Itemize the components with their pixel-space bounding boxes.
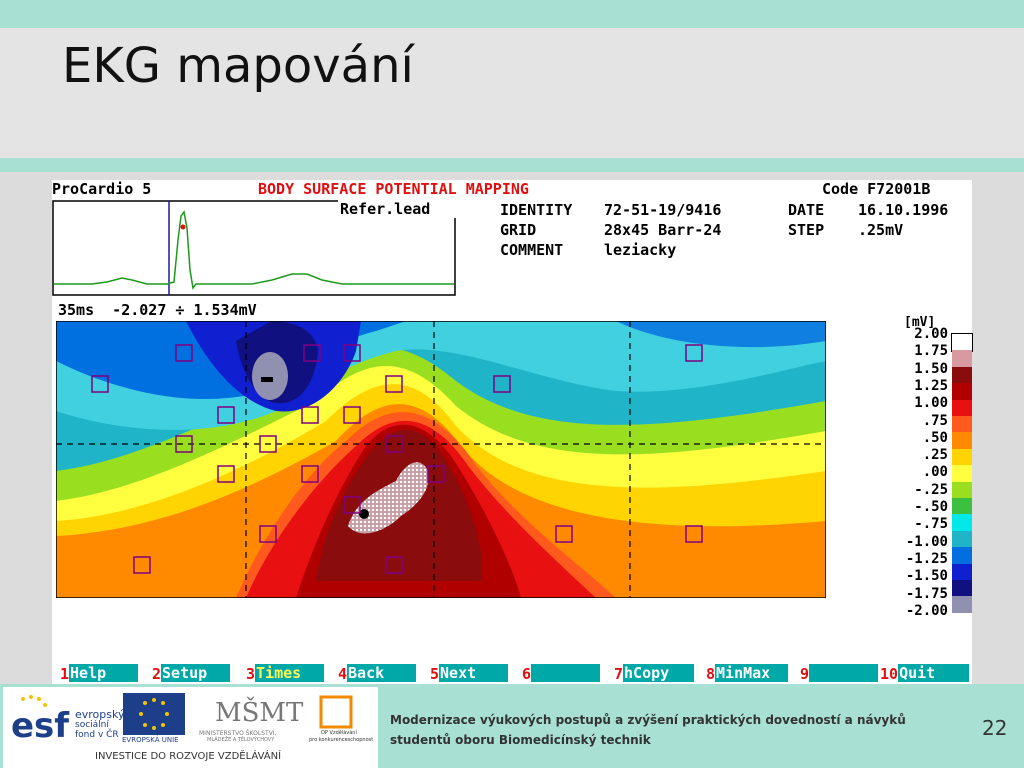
identity-label: IDENTITY: [500, 201, 573, 219]
legend-swatch: [952, 514, 972, 532]
cursor-point: [180, 224, 186, 230]
fkey-6[interactable]: 6: [522, 664, 601, 684]
op-logo-mark: [319, 695, 353, 729]
ref-panel-frame: [52, 200, 456, 296]
legend-label: .50: [922, 429, 948, 446]
electrode-markers: [91, 344, 703, 574]
legend-label: -1.25: [905, 550, 948, 567]
legend-swatch: [952, 481, 972, 499]
fkey-3[interactable]: 3Times: [246, 664, 325, 684]
legend-swatch: [952, 596, 972, 614]
record-code: Code F72001B: [822, 180, 931, 198]
reference-lead-panel: Refer.lead: [52, 200, 456, 296]
legend-swatch: [952, 580, 972, 597]
legend-label: -1.00: [905, 533, 948, 550]
legend-label: 2.00: [914, 326, 948, 342]
legend-swatch: [952, 465, 972, 483]
logo-strip: esf MŠMT evropský sociální fond v ČR EVR…: [3, 687, 378, 768]
esf-logo-mark: esf: [11, 706, 70, 746]
footer-text: Modernizace výukových postupů a zvýšení …: [390, 710, 950, 750]
legend-swatch: [951, 333, 973, 352]
legend-swatch: [952, 432, 972, 450]
footer-line-2: studentů oboru Biomedicínský technik: [390, 733, 651, 747]
step-value: .25mV: [858, 221, 904, 239]
legend-swatch: [952, 547, 972, 565]
ref-lead-label: Refer.lead: [340, 200, 431, 218]
esf-text-3: fond v ČR: [75, 730, 119, 740]
app-name: ProCardio 5: [52, 180, 152, 198]
legend-unit: [mV]: [904, 315, 936, 330]
msmt-text-2: MLÁDEŽE A TĚLOVÝCHOVY: [207, 737, 275, 743]
esf-stars: [21, 695, 47, 707]
legend-swatch: [952, 399, 972, 417]
legend-label: -.50: [914, 499, 948, 515]
color-scale-legend: [mV] 2.00 1.75 1.50 1.25 1.00.75.50.25.00 -.2…: [884, 315, 974, 623]
fkey-1[interactable]: 1Help: [60, 664, 139, 684]
min-marker: [261, 377, 273, 382]
eu-stars: [139, 698, 169, 730]
legend-label: -1.50: [905, 568, 948, 585]
top-accent-bar: [0, 0, 1024, 28]
potential-map: [55, 320, 827, 599]
legend-swatch: [952, 498, 972, 515]
date-label: DATE: [788, 201, 825, 219]
fkey-2[interactable]: 2Setup: [152, 664, 231, 684]
identity-value: 72-51-19/9416: [604, 201, 722, 219]
legend-label: -2.00: [905, 602, 948, 619]
legend-swatch: [952, 366, 972, 384]
legend-label: 1.00: [914, 395, 948, 412]
slide-title: EKG mapování: [62, 38, 414, 94]
fkey-9[interactable]: 9: [800, 664, 879, 684]
date-value: 16.10.1996: [858, 201, 949, 219]
comment-label: COMMENT: [500, 241, 564, 259]
step-label: STEP: [788, 221, 825, 239]
fkey-10[interactable]: 10Quit: [880, 664, 970, 684]
legend-swatch: [952, 350, 972, 368]
title-rule: [0, 158, 1024, 172]
legend-label: -.25: [914, 481, 948, 498]
procardio-screen: ProCardio 5 BODY SURFACE POTENTIAL MAPPI…: [52, 180, 974, 684]
eu-text: EVROPSKÁ UNIE: [122, 736, 179, 744]
ref-lead-label-bg: [338, 200, 456, 218]
min-blob: [252, 352, 288, 400]
page-number: 22: [982, 716, 1008, 740]
max-marker: [359, 509, 369, 519]
screen-heading: BODY SURFACE POTENTIAL MAPPING: [258, 180, 529, 198]
time-readout: 35ms -2.027 ÷ 1.534mV: [58, 301, 257, 319]
legend-swatch: [952, 383, 972, 401]
legend-label: .75: [922, 412, 948, 429]
investice-text: INVESTICE DO ROZVOJE VZDĚLÁVÁNÍ: [95, 751, 282, 762]
legend-swatch: [952, 416, 972, 433]
msmt-text-1: MINISTERSTVO ŠKOLSTVÍ,: [199, 730, 277, 737]
esf-text-1: evropský: [75, 708, 125, 721]
legend-label: .00: [922, 464, 948, 481]
esf-text-2: sociální: [75, 720, 109, 730]
legend-swatch: [952, 448, 972, 466]
op-text-2: pro konkurenceschopnost: [309, 737, 374, 743]
footer-line-1: Modernizace výukových postupů a zvýšení …: [390, 713, 906, 727]
grid-label: GRID: [500, 221, 537, 239]
logos-graphic: esf MŠMT: [11, 693, 353, 746]
fkey-5[interactable]: 5Next: [430, 664, 509, 684]
function-key-bar: 1Help 2Setup 3Times 4Back 5Next 6 7hCopy…: [60, 664, 972, 684]
msmt-logo-mark: MŠMT: [215, 696, 304, 728]
band-blue-right: [616, 321, 826, 348]
legend-label: .25: [922, 447, 948, 464]
legend-label: 1.50: [914, 360, 948, 377]
legend-swatch: [952, 563, 972, 581]
op-text-1: OP Vzdělávání: [321, 730, 357, 736]
legend-label: 1.75: [914, 343, 948, 360]
fkey-8[interactable]: 8MinMax: [706, 664, 789, 684]
legend-label: -1.75: [905, 585, 948, 602]
grid-value: 28x45 Barr-24: [604, 221, 722, 239]
legend-swatch: [952, 530, 972, 548]
fkey-7[interactable]: 7hCopy: [614, 664, 695, 684]
fkey-4[interactable]: 4Back: [338, 664, 417, 684]
ekg-waveform: [54, 210, 454, 290]
legend-label: 1.25: [914, 377, 948, 394]
comment-value: leziacky: [604, 241, 677, 259]
legend-label: -.75: [914, 516, 948, 533]
title-area: [0, 28, 1024, 158]
